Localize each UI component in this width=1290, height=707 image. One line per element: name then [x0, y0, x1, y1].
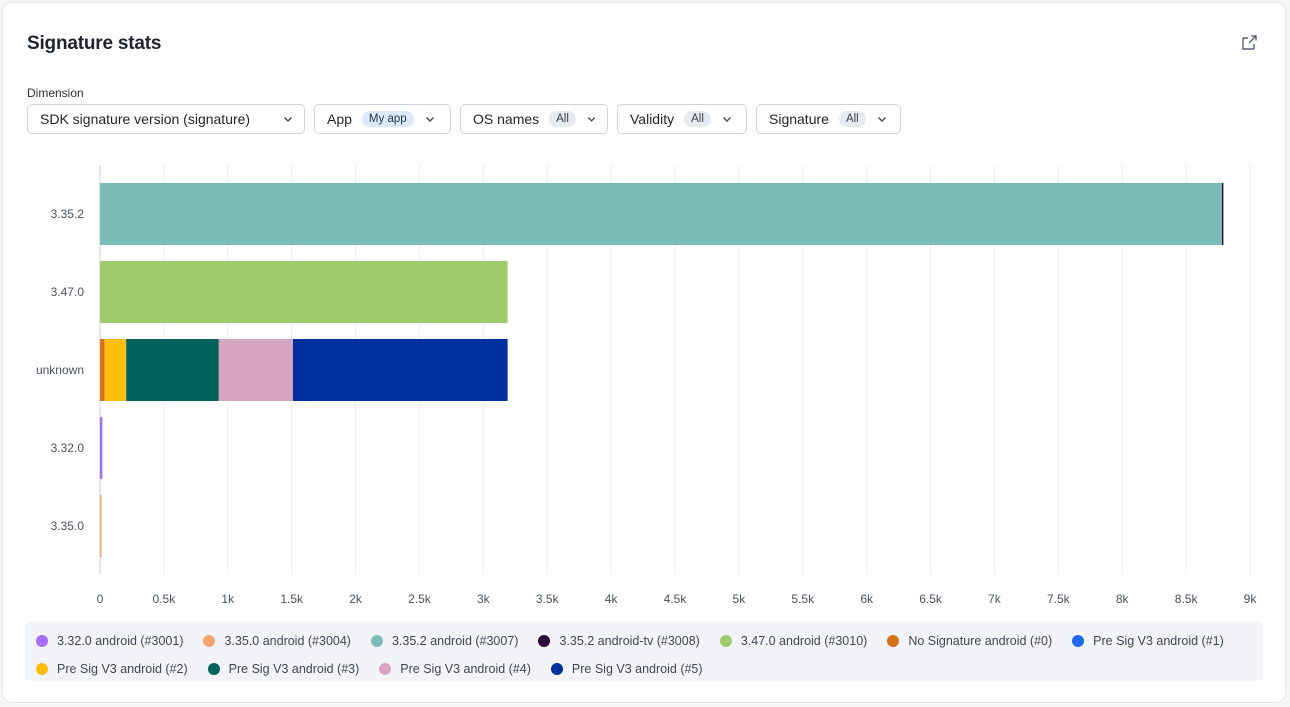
- legend-swatch: [207, 663, 220, 675]
- legend-label: Pre Sig V3 android (#4): [400, 662, 531, 676]
- legend-swatch: [36, 635, 48, 647]
- legend-label: 3.35.0 android (#3004): [224, 634, 351, 648]
- x-tick-label: 7.5k: [1047, 592, 1071, 606]
- y-tick-label: 3.35.0: [51, 519, 85, 533]
- signature-filter[interactable]: Signature All: [756, 104, 901, 134]
- legend-swatch: [203, 635, 216, 647]
- legend-swatch: [538, 635, 551, 647]
- legend-item[interactable]: Pre Sig V3 android (#2): [36, 655, 188, 683]
- y-tick-label: 3.47.0: [51, 285, 85, 299]
- legend-swatch: [887, 635, 900, 647]
- x-tick-label: 9k: [1244, 592, 1258, 606]
- x-tick-label: 4.5k: [664, 592, 688, 606]
- validity-filter[interactable]: Validity All: [617, 104, 747, 134]
- dimension-label: Dimension: [27, 86, 84, 100]
- x-tick-label: 4k: [605, 592, 619, 606]
- x-tick-label: 5.5k: [791, 592, 815, 606]
- x-tick-label: 2k: [349, 592, 363, 606]
- app-filter-label: App: [327, 111, 352, 127]
- y-tick-label: 3.32.0: [51, 441, 85, 455]
- x-tick-label: 6k: [860, 592, 874, 606]
- x-tick-label: 0: [97, 592, 104, 606]
- y-tick-label: unknown: [36, 363, 84, 377]
- x-tick-label: 1.5k: [280, 592, 304, 606]
- chevron-down-icon: [425, 117, 434, 122]
- x-tick-label: 2.5k: [408, 592, 432, 606]
- legend-item[interactable]: 3.35.2 android (#3007): [370, 627, 519, 655]
- bar-segment: [100, 417, 103, 479]
- validity-filter-value: All: [684, 111, 711, 127]
- chart-title: Signature stats: [27, 33, 162, 54]
- legend-label: Pre Sig V3 android (#1): [1093, 634, 1224, 648]
- legend-swatch: [36, 663, 48, 675]
- bar-segment: [100, 495, 102, 557]
- x-tick-label: 3.5k: [536, 592, 560, 606]
- bar-segment: [100, 183, 1222, 245]
- filter-bar: SDK signature version (signature) App My…: [27, 104, 901, 134]
- legend-swatch: [719, 635, 732, 647]
- export-icon: [1242, 35, 1257, 50]
- x-tick-label: 7k: [988, 592, 1002, 606]
- legend-label: 3.47.0 android (#3010): [740, 634, 868, 648]
- chevron-down-icon: [587, 117, 596, 122]
- validity-filter-label: Validity: [630, 111, 675, 127]
- legend-label: Pre Sig V3 android (#5): [571, 662, 703, 676]
- chevron-down-icon: [877, 117, 886, 122]
- legend-label: No Signature android (#0): [908, 634, 1053, 648]
- x-tick-label: 3k: [477, 592, 491, 606]
- bar-segment: [100, 261, 508, 323]
- legend-swatch: [1072, 635, 1085, 647]
- y-tick-label: 3.35.2: [51, 207, 85, 221]
- legend-item[interactable]: Pre Sig V3 android (#3): [207, 655, 360, 683]
- x-tick-label: 5k: [733, 592, 747, 606]
- legend-label: 3.35.2 android (#3007): [391, 634, 519, 648]
- bar-segment: [1221, 183, 1224, 245]
- bar-segment: [104, 339, 127, 401]
- x-tick-label: 6.5k: [919, 592, 943, 606]
- legend-swatch: [379, 663, 392, 675]
- legend-item[interactable]: No Signature android (#0): [887, 627, 1052, 655]
- signature-filter-value: All: [838, 111, 866, 127]
- x-tick-label: 1k: [221, 592, 235, 606]
- os-names-filter-value: All: [549, 111, 576, 127]
- bar-segment: [100, 339, 105, 401]
- legend-item[interactable]: Pre Sig V3 android (#1): [1072, 627, 1224, 655]
- legend-item[interactable]: 3.32.0 android (#3001): [36, 627, 183, 655]
- chevron-down-icon: [722, 117, 731, 122]
- legend-label: 3.35.2 android-tv (#3008): [559, 634, 700, 648]
- legend-label: Pre Sig V3 android (#2): [57, 662, 188, 676]
- bar-segment: [126, 339, 219, 401]
- legend-item[interactable]: Pre Sig V3 android (#5): [550, 655, 703, 683]
- legend-item[interactable]: 3.35.0 android (#3004): [203, 627, 351, 655]
- legend-item[interactable]: 3.35.2 android-tv (#3008): [538, 627, 700, 655]
- app-filter-value: My app: [361, 111, 414, 127]
- legend-item[interactable]: 3.47.0 android (#3010): [719, 627, 868, 655]
- signature-filter-label: Signature: [769, 111, 829, 127]
- os-names-filter-label: OS names: [473, 111, 540, 127]
- legend-swatch: [370, 635, 383, 647]
- app-filter[interactable]: App My app: [314, 104, 451, 134]
- legend-label: 3.32.0 android (#3001): [57, 634, 184, 648]
- legend-item[interactable]: Pre Sig V3 android (#4): [379, 655, 531, 683]
- chevron-down-icon: [284, 117, 292, 122]
- dimension-select[interactable]: SDK signature version (signature): [27, 104, 305, 134]
- stacked-bar-chart: 0 0.5k 1k 1.5k 2k 2.5k 3k 3.5k 4k 4.5k 5k 5.5k 6k 6.5…: [36, 165, 1258, 606]
- os-names-filter[interactable]: OS names All: [460, 104, 608, 134]
- legend-label: Pre Sig V3 android (#3): [228, 662, 360, 676]
- chart-legend: 3.32.0 android (#3001) 3.35.0 android (#3…: [25, 622, 1263, 681]
- bar-segment: [218, 339, 293, 401]
- dimension-value: SDK signature version (signature): [40, 111, 251, 127]
- x-tick-label: 0.5k: [153, 592, 177, 606]
- legend-swatch: [550, 663, 563, 675]
- bar-segment: [292, 339, 508, 401]
- x-tick-label: 8.5k: [1175, 592, 1199, 606]
- export-button[interactable]: [1239, 32, 1261, 54]
- x-tick-label: 8k: [1116, 592, 1130, 606]
